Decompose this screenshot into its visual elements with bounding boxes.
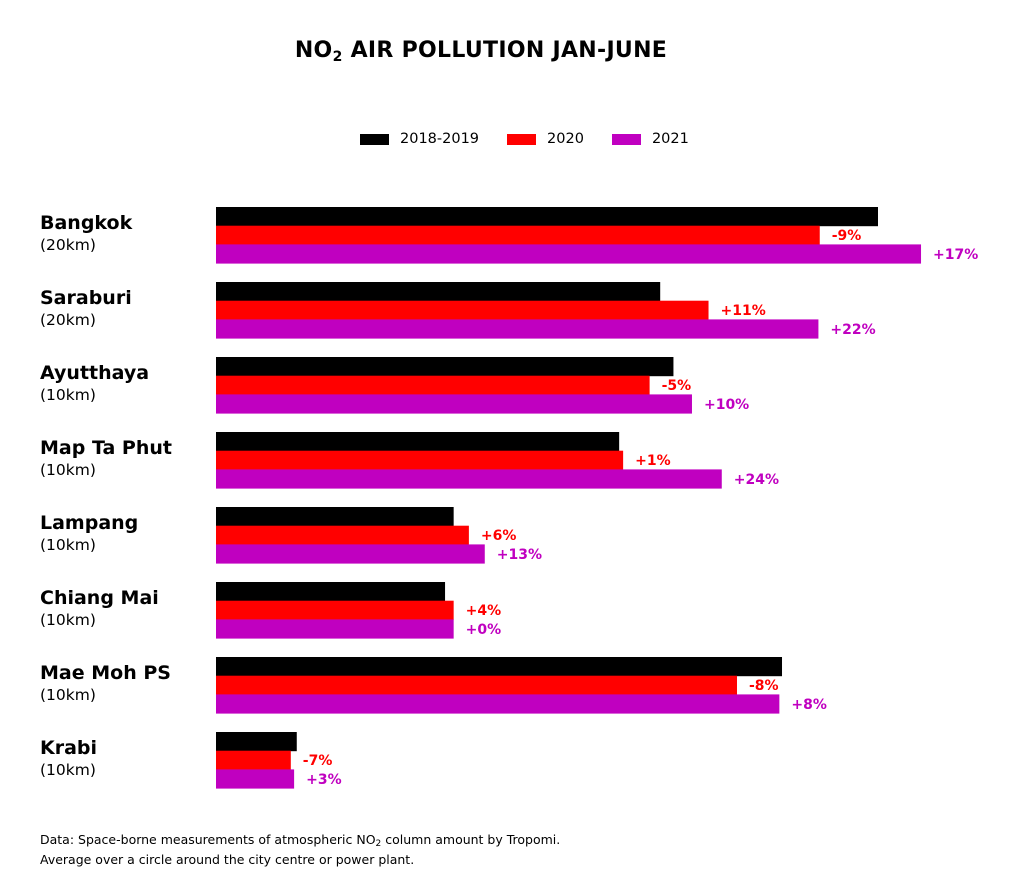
legend-label: 2021 <box>651 131 689 147</box>
bar-2018-2019 <box>216 282 661 302</box>
bar-2020 <box>216 675 737 695</box>
category-label: Map Ta Phut <box>40 437 172 459</box>
bar-2021 <box>216 469 722 489</box>
category-radius-label: (10km) <box>40 461 96 479</box>
data-label: +0% <box>466 622 502 638</box>
data-label: -5% <box>662 378 692 394</box>
bar-2021 <box>216 619 454 639</box>
category-label: Ayutthaya <box>40 362 149 384</box>
legend-swatch <box>507 133 537 145</box>
legend-item-2020: 2020 <box>507 131 584 147</box>
footnote: Data: Space-borne measurements of atmosp… <box>40 832 560 868</box>
bar-2020 <box>216 600 454 620</box>
data-label: +4% <box>466 603 502 619</box>
data-label: +17% <box>933 247 978 263</box>
legend-item-2021: 2021 <box>611 131 689 147</box>
data-label: +22% <box>830 322 875 338</box>
bar-2018-2019 <box>216 207 878 227</box>
data-label: -7% <box>303 753 333 769</box>
bar-2020 <box>216 225 820 245</box>
bar-2018-2019 <box>216 507 454 527</box>
bar-2020 <box>216 525 469 545</box>
bar-2021 <box>216 694 780 714</box>
bar-2018-2019 <box>216 582 446 602</box>
chart-title: NO2 AIR POLLUTION JAN-JUNE <box>294 38 668 65</box>
bar-2021 <box>216 769 295 789</box>
data-label: +1% <box>635 453 671 469</box>
data-label: +13% <box>497 547 542 563</box>
bar-2018-2019 <box>216 432 620 452</box>
category-radius-label: (10km) <box>40 611 96 629</box>
data-label: +8% <box>791 697 827 713</box>
category-label: Lampang <box>40 512 138 534</box>
legend-swatch <box>360 133 389 145</box>
category-label: Mae Moh PS <box>40 662 171 684</box>
bar-2020 <box>216 750 291 770</box>
data-label: +6% <box>481 528 517 544</box>
bar-2018-2019 <box>216 657 783 677</box>
category-radius-label: (10km) <box>40 386 96 404</box>
legend-label: 2020 <box>547 131 584 147</box>
bar-2021 <box>216 244 922 264</box>
data-label: +3% <box>306 772 342 788</box>
bar-2021 <box>216 394 692 414</box>
data-label: -8% <box>749 678 779 694</box>
category-label: Saraburi <box>40 287 132 309</box>
bar-2020 <box>216 450 624 470</box>
legend-label: 2018-2019 <box>400 131 480 147</box>
bar-2018-2019 <box>216 357 674 377</box>
data-label: -9% <box>832 228 862 244</box>
bar-2020 <box>216 375 650 395</box>
footnote-line-2: Average over a circle around the city ce… <box>40 852 415 867</box>
category-label: Chiang Mai <box>40 587 159 609</box>
category-label: Krabi <box>40 737 97 759</box>
bar-2021 <box>216 544 485 564</box>
data-label: +24% <box>734 472 779 488</box>
data-label: +10% <box>704 397 749 413</box>
category-radius-label: (20km) <box>40 236 96 254</box>
bar-2021 <box>216 319 819 339</box>
data-label: +11% <box>721 303 766 319</box>
bar-2018-2019 <box>216 732 297 752</box>
category-radius-label: (10km) <box>40 686 96 704</box>
legend: 2018-2019 2020 2021 <box>360 131 717 147</box>
bar-2020 <box>216 300 709 320</box>
category-label: Bangkok <box>40 212 133 234</box>
legend-swatch <box>611 133 641 145</box>
category-radius-label: (20km) <box>40 311 96 329</box>
legend-item-2018-2019: 2018-2019 <box>360 131 479 147</box>
category-radius-label: (10km) <box>40 536 96 554</box>
footnote-line-1: Data: Space-borne measurements of atmosp… <box>40 832 561 849</box>
category-radius-label: (10km) <box>40 761 96 779</box>
